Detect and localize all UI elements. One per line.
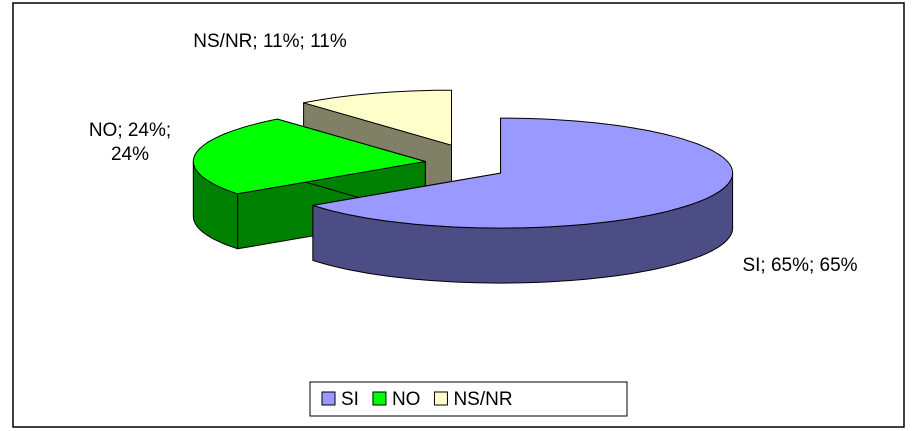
legend-box — [309, 381, 628, 417]
legend-swatch — [321, 391, 336, 406]
legend-swatch — [433, 391, 448, 406]
data-label: NS/NR; 11%; 11% — [193, 31, 347, 52]
data-label: SI; 65%; 65% — [742, 255, 858, 276]
slice — [303, 89, 452, 146]
legend-label: NS/NR — [453, 389, 512, 410]
data-label: NO; 24%; 24% — [88, 120, 172, 165]
slice — [192, 118, 426, 195]
legend-label: SI — [341, 389, 359, 410]
legend-swatch — [372, 391, 387, 406]
legend-label: NO — [392, 389, 421, 410]
slice — [312, 117, 734, 229]
